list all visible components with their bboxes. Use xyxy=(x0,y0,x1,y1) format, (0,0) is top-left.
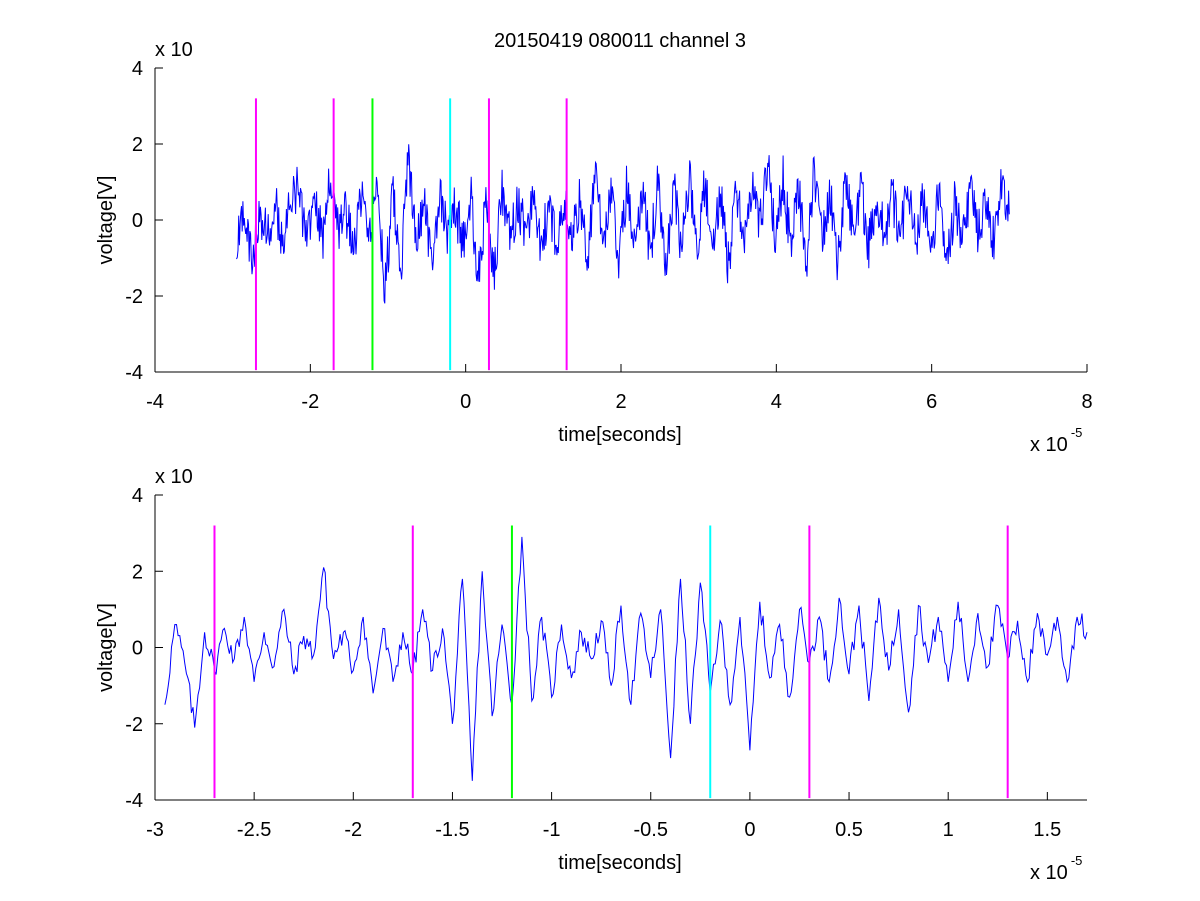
x-tick-label: 6 xyxy=(926,391,937,413)
x-tick-label: 1 xyxy=(943,819,954,841)
y-tick-label: -4 xyxy=(125,790,143,812)
x-tick-label: -2 xyxy=(301,391,319,413)
y-tick-label: 2 xyxy=(132,561,143,583)
x-tick-label: 0.5 xyxy=(835,819,863,841)
x-tick-label: 2 xyxy=(615,391,626,413)
y-tick-label: 4 xyxy=(132,485,143,507)
y-tick-label: -4 xyxy=(125,362,143,384)
x-axis-label: time[seconds] xyxy=(558,424,681,446)
y-axis-label: voltage[V] xyxy=(95,603,117,692)
y-exponent-label: x 10 xyxy=(155,466,193,488)
y-exponent-label: x 10 xyxy=(155,39,193,61)
x-tick-label: 4 xyxy=(771,391,782,413)
x-tick-label: -0.5 xyxy=(634,819,668,841)
x-tick-label: -1 xyxy=(543,819,561,841)
y-tick-label: -2 xyxy=(125,286,143,308)
x-exponent-value: -5 xyxy=(1071,853,1083,868)
x-tick-label: -2.5 xyxy=(237,819,271,841)
x-tick-label: 1.5 xyxy=(1033,819,1061,841)
top-plot: -4 -2 0 2 4 -4 -2 0 2 4 6 8 time[seconds] voltage[V] x… xyxy=(95,39,1093,456)
y-axis-label: voltage[V] xyxy=(95,176,117,265)
bottom-plot: -4 -2 0 2 4 -3 -2.5 -2 -1.5 -1 -0.5 0 0.5 1 1.5 time[se… xyxy=(95,466,1088,884)
x-tick-label: -1.5 xyxy=(435,819,469,841)
y-tick-label: 0 xyxy=(132,210,143,232)
y-tick-label: 2 xyxy=(132,134,143,156)
x-tick-label: -3 xyxy=(146,819,164,841)
x-tick-label: -2 xyxy=(344,819,362,841)
figure-title: 20150419 080011 channel 3 xyxy=(494,30,746,52)
y-tick-label: 4 xyxy=(132,58,143,80)
x-tick-label: 0 xyxy=(460,391,471,413)
y-tick-label: 0 xyxy=(132,638,143,660)
x-tick-label: -4 xyxy=(146,391,164,413)
x-tick-label: 0 xyxy=(744,819,755,841)
signal-trace xyxy=(164,536,1088,781)
x-axis-label: time[seconds] xyxy=(558,852,681,874)
y-tick-label: -2 xyxy=(125,714,143,736)
x-tick-label: 8 xyxy=(1081,391,1092,413)
x-exponent-value: -5 xyxy=(1071,425,1083,440)
signal-trace xyxy=(236,144,1010,304)
